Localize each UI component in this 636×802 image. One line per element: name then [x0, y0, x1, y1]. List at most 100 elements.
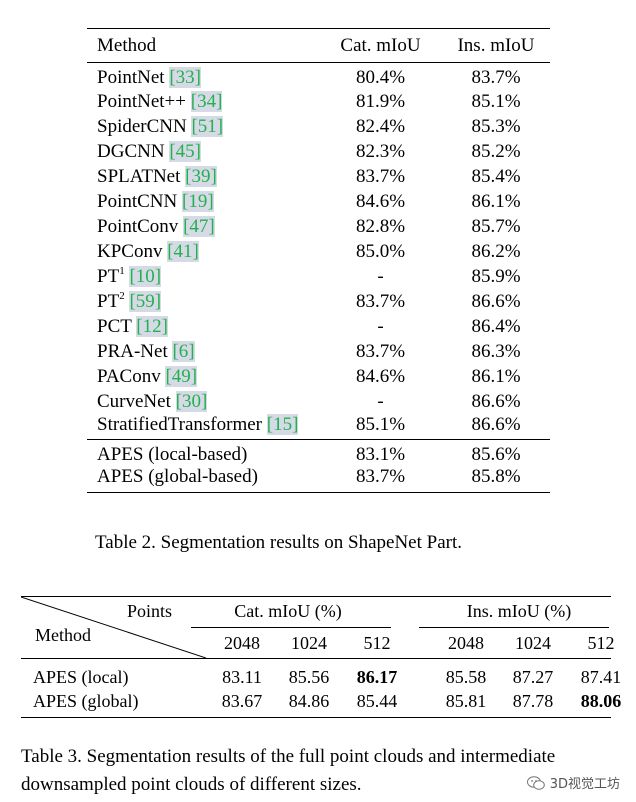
method-name: SPLATNet: [97, 165, 181, 187]
cat-miou-cell: 84.6%: [355, 365, 406, 387]
table-row: PointNet [33] 80.4% 83.7%: [87, 63, 550, 90]
cat-miou-cell: 85.0%: [355, 240, 406, 262]
method-name: PCT: [97, 315, 132, 337]
header-ins-miou: Ins. mIoU: [442, 28, 550, 63]
table-row: PT2 [59] 83.7% 86.6%: [87, 289, 550, 314]
table-2: Method Cat. mIoU Ins. mIoU PointNet [33]…: [87, 28, 550, 493]
size-header: 2048: [224, 633, 260, 653]
method-cell: PRA-Net [6]: [87, 339, 319, 364]
table-3-bottom-rule: [21, 717, 611, 718]
size-header: 2048: [448, 633, 484, 653]
method-cell: PointNet [33]: [87, 63, 319, 90]
method-name: PAConv: [97, 365, 161, 387]
method-name: SpiderCNN: [97, 115, 187, 137]
citation-link[interactable]: [34]: [190, 90, 223, 112]
method-name: CurveNet: [97, 390, 171, 412]
citation-link[interactable]: [49]: [165, 365, 198, 387]
ins-miou-cell: 83.7%: [471, 67, 521, 88]
ins-miou-cell: 86.1%: [471, 190, 521, 212]
header-method: Method: [87, 28, 319, 63]
citation-link[interactable]: [51]: [191, 115, 224, 137]
ins-miou-cell: 85.8%: [442, 465, 550, 493]
value-cell: 85.58: [445, 667, 487, 687]
table-row: PT1 [10] - 85.9%: [87, 264, 550, 289]
citation-link[interactable]: [33]: [169, 67, 201, 88]
value-cell: 83.11: [222, 667, 262, 687]
method-cell: APES (local): [33, 667, 129, 687]
group-rule-ins: [419, 627, 609, 628]
table-3: Points Method Cat. mIoU (%) Ins. mIoU (%…: [21, 596, 621, 722]
method-superscript: 1: [119, 264, 125, 277]
group-header-cat-miou: Cat. mIoU (%): [234, 601, 342, 621]
citation-link[interactable]: [10]: [129, 265, 162, 287]
group-header-ins-miou: Ins. mIoU (%): [466, 601, 572, 621]
citation-link[interactable]: [39]: [185, 165, 217, 187]
ins-miou-cell: 86.1%: [471, 365, 521, 387]
value-cell: 84.86: [288, 691, 330, 711]
table-2-caption: Table 2. Segmentation results on ShapeNe…: [95, 532, 462, 553]
cat-miou-cell: 80.4%: [355, 67, 406, 88]
table-row: PointCNN [19] 84.6% 86.1%: [87, 189, 550, 214]
cat-miou-cell: 82.3%: [355, 140, 406, 162]
citation-link[interactable]: [47]: [183, 215, 215, 237]
citation-link[interactable]: [6]: [172, 340, 195, 362]
ins-miou-cell: 86.4%: [471, 315, 521, 337]
ins-miou-cell: 86.2%: [471, 240, 521, 262]
citation-link[interactable]: [12]: [136, 315, 168, 337]
cat-miou-cell: 83.1%: [319, 438, 442, 466]
ins-miou-cell: 85.7%: [471, 215, 521, 237]
ins-miou-cell: 85.1%: [471, 90, 521, 112]
size-header: 1024: [515, 633, 551, 653]
method-cell: APES (global-based): [87, 465, 319, 493]
method-name: PointNet: [97, 67, 165, 88]
method-cell: PAConv [49]: [87, 364, 319, 389]
citation-link[interactable]: [30]: [175, 390, 208, 412]
value-cell: 87.27: [512, 667, 554, 687]
table-row: SpiderCNN [51] 82.4% 85.3%: [87, 114, 550, 139]
ins-miou-cell: 86.3%: [471, 340, 521, 362]
method-name: DGCNN: [97, 140, 165, 162]
table-2-apes-body: APES (local-based) 83.1% 85.6% APES (global…: [87, 438, 550, 493]
ins-miou-cell: 85.4%: [471, 165, 521, 187]
ins-miou-cell: 86.6%: [471, 290, 521, 312]
table-row: APES (local-based) 83.1% 85.6%: [87, 438, 550, 466]
method-cell: PCT [12]: [87, 314, 319, 339]
citation-link[interactable]: [59]: [129, 290, 162, 312]
table-row: PCT [12] - 86.4%: [87, 314, 550, 339]
method-name: PT: [97, 265, 120, 287]
method-cell: PointNet++ [34]: [87, 89, 319, 114]
table-row: StratifiedTransformer [15] 85.1% 86.6%: [87, 414, 550, 439]
method-cell: PointConv [47]: [87, 214, 319, 239]
citation-link[interactable]: [41]: [167, 240, 199, 262]
method-cell: CurveNet [30]: [87, 389, 319, 414]
cat-miou-cell: -: [377, 390, 384, 412]
citation-link[interactable]: [45]: [169, 140, 201, 162]
method-cell: StratifiedTransformer [15]: [87, 414, 319, 439]
method-name: KPConv: [97, 240, 163, 262]
group-rule-cat: [191, 627, 391, 628]
ins-miou-cell: 86.6%: [471, 390, 521, 412]
method-cell: SpiderCNN [51]: [87, 114, 319, 139]
table-row: PointNet++ [34] 81.9% 85.1%: [87, 89, 550, 114]
value-cell: 83.67: [221, 691, 263, 711]
ins-miou-cell: 86.6%: [471, 414, 521, 436]
method-name: PointNet++: [97, 90, 186, 112]
table-row: APES (global-based) 83.7% 85.8%: [87, 465, 550, 493]
watermark-text: 3D视觉工坊: [549, 777, 620, 792]
method-name: StratifiedTransformer: [97, 414, 262, 436]
table-3-mid-rule: [21, 658, 611, 659]
citation-link[interactable]: [19]: [182, 190, 214, 212]
cat-miou-cell: 84.6%: [355, 190, 406, 212]
header-cat-miou: Cat. mIoU: [319, 28, 442, 63]
watermark: 3D视觉工坊: [526, 773, 620, 792]
table-2-header-row: Method Cat. mIoU Ins. mIoU: [87, 28, 550, 63]
cat-miou-cell: 83.7%: [355, 340, 406, 362]
cat-miou-cell: 82.4%: [355, 115, 406, 137]
citation-link[interactable]: [15]: [266, 414, 299, 436]
ins-miou-cell: 85.6%: [442, 438, 550, 466]
cat-miou-cell: -: [377, 315, 384, 337]
value-cell: 87.41: [580, 667, 622, 687]
cat-miou-cell: 83.7%: [355, 165, 406, 187]
table-row: CurveNet [30] - 86.6%: [87, 389, 550, 414]
method-name: PT: [97, 290, 120, 312]
